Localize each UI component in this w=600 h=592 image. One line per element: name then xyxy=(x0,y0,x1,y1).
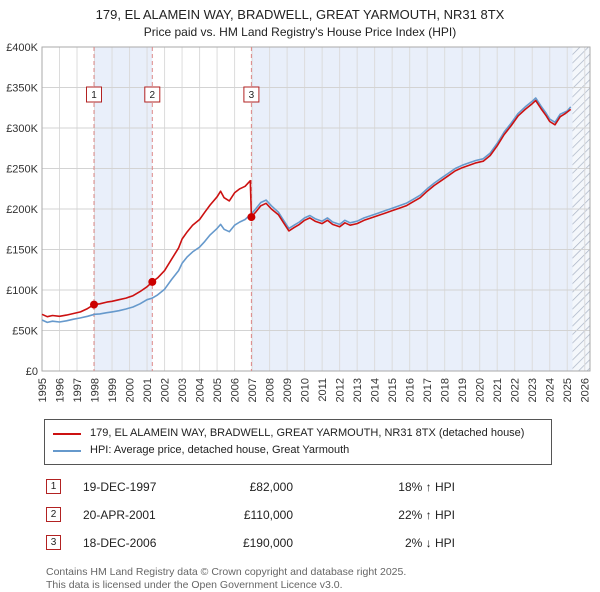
x-axis-tick-label: 2015 xyxy=(387,378,399,402)
price-line-swatch xyxy=(53,432,81,435)
x-axis-tick-label: 2002 xyxy=(160,378,172,402)
y-axis-tick-label: £50K xyxy=(12,326,38,338)
x-axis-tick-label: 2017 xyxy=(422,378,434,402)
sale-number-box xyxy=(85,86,102,103)
x-axis-tick-label: 2014 xyxy=(370,378,382,402)
page-title: 179, EL ALAMEIN WAY, BRADWELL, GREAT YAR… xyxy=(95,7,505,22)
legend-price-label: 179, EL ALAMEIN WAY, BRADWELL, GREAT YAR… xyxy=(90,427,525,439)
sale-marker xyxy=(89,300,98,309)
x-axis-tick-label: 2006 xyxy=(230,378,242,402)
sale-3-number-box: 3 xyxy=(46,535,61,550)
y-axis-tick-label: £150K xyxy=(6,245,38,257)
x-axis-tick-label: 2004 xyxy=(195,378,207,402)
y-axis-tick-label: £400K xyxy=(6,42,38,54)
y-axis-tick-label: £350K xyxy=(6,83,38,95)
chart-header: 179, EL ALAMEIN WAY, BRADWELL, GREAT YAR… xyxy=(0,0,600,39)
x-axis-tick-label: 2012 xyxy=(335,378,347,402)
sale-number-box xyxy=(144,86,161,103)
sale-marker xyxy=(148,277,157,286)
x-axis-tick-label: 2019 xyxy=(457,378,469,402)
table-row: 2 20-APR-2001 £110,000 22% ↑ HPI xyxy=(46,507,600,522)
page-subtitle: Price paid vs. HM Land Registry's House … xyxy=(143,25,457,39)
sale-2-hpi-delta: 22% ↑ HPI xyxy=(398,507,455,522)
x-axis-tick-label: 1998 xyxy=(90,378,102,402)
price-line xyxy=(41,99,572,318)
x-axis-tick-label: 2024 xyxy=(545,378,557,402)
x-axis-tick-label: 1997 xyxy=(72,378,84,402)
sale-number-box xyxy=(243,86,260,103)
hpi-line xyxy=(41,97,572,324)
x-axis-tick-label: 2025 xyxy=(562,378,574,402)
y-axis-tick-label: £200K xyxy=(6,204,38,216)
x-axis-tick-label: 2023 xyxy=(527,378,539,402)
x-axis-tick-label: 1996 xyxy=(55,378,67,402)
x-axis-tick-label: 2016 xyxy=(405,378,417,402)
y-axis-tick-label: £100K xyxy=(6,285,38,297)
sale-1-price: £82,000 xyxy=(249,479,293,494)
sale-3-date: 18-DEC-2006 xyxy=(83,535,157,550)
sale-3-hpi-delta: 2% ↓ HPI xyxy=(404,535,455,550)
table-row: 3 18-DEC-2006 £190,000 2% ↓ HPI xyxy=(46,535,600,550)
x-axis-tick-label: 1999 xyxy=(107,378,119,402)
x-axis-tick-label: 2018 xyxy=(440,378,452,402)
x-axis-tick-label: 1995 xyxy=(37,378,49,402)
sale-3-price: £190,000 xyxy=(242,535,293,550)
sale-number-label: 1 xyxy=(91,90,97,101)
x-axis-tick-label: 2013 xyxy=(352,378,364,402)
legend-item-hpi: HPI: Average price, detached house, Grea… xyxy=(53,442,543,459)
plot-border xyxy=(41,46,591,372)
sale-1-number-box: 1 xyxy=(46,479,61,494)
legend-hpi-label: HPI: Average price, detached house, Grea… xyxy=(90,444,350,456)
y-axis-tick-label: £300K xyxy=(6,123,38,135)
x-axis-tick-label: 2000 xyxy=(125,378,137,402)
x-axis-tick-label: 2021 xyxy=(492,378,504,402)
sale-2-number-box: 2 xyxy=(46,507,61,522)
sale-marker xyxy=(247,213,256,222)
license-footer: Contains HM Land Registry data © Crown c… xyxy=(46,566,600,592)
sale-2-date: 20-APR-2001 xyxy=(83,507,156,522)
x-axis-tick-label: 2001 xyxy=(142,378,154,402)
sales-table: 1 19-DEC-1997 £82,000 18% ↑ HPI 2 20-APR… xyxy=(46,479,600,550)
x-axis-tick-label: 2026 xyxy=(580,378,592,402)
sale-1-date: 19-DEC-1997 xyxy=(83,479,157,494)
sale-number-label: 2 xyxy=(150,90,156,101)
table-row: 1 19-DEC-1997 £82,000 18% ↑ HPI xyxy=(46,479,600,494)
x-axis-tick-label: 2003 xyxy=(177,378,189,402)
x-axis-tick-label: 2010 xyxy=(300,378,312,402)
sale-2-price: £110,000 xyxy=(243,507,293,522)
sale-number-label: 3 xyxy=(249,90,255,101)
y-axis-tick-label: £0 xyxy=(26,366,38,378)
chart-legend: 179, EL ALAMEIN WAY, BRADWELL, GREAT YAR… xyxy=(44,419,552,465)
legend-item-price: 179, EL ALAMEIN WAY, BRADWELL, GREAT YAR… xyxy=(53,425,543,442)
price-chart-svg: 1995 1996 1997 1998 1999 2000 2001 2002 2003 2004… xyxy=(6,42,592,402)
y-axis-tick-label: £250K xyxy=(6,164,38,176)
sale-1-hpi-delta: 18% ↑ HPI xyxy=(398,479,455,494)
x-axis-tick-label: 2009 xyxy=(282,378,294,402)
x-axis-tick-label: 2008 xyxy=(265,378,277,402)
x-axis-tick-label: 2011 xyxy=(317,378,329,402)
x-axis-tick-label: 2005 xyxy=(212,378,224,402)
x-axis-tick-label: 2020 xyxy=(475,378,487,402)
x-axis-tick-label: 2022 xyxy=(510,378,522,402)
footer-line-1: Contains HM Land Registry data © Crown c… xyxy=(46,566,407,578)
x-axis-tick-label: 2007 xyxy=(247,378,259,402)
footer-line-2: This data is licensed under the Open Gov… xyxy=(46,579,343,591)
hpi-line-swatch xyxy=(53,449,81,452)
